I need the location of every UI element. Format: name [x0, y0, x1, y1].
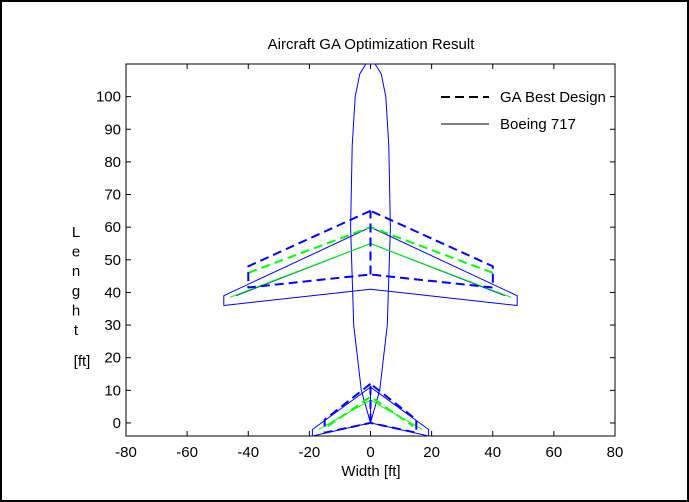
y-tick-label: 80 — [104, 154, 121, 171]
legend-label: Boeing 717 — [500, 116, 576, 133]
x-tick-label: -80 — [115, 444, 137, 461]
x-tick-label: 0 — [366, 444, 374, 461]
x-tick-label: -40 — [237, 444, 259, 461]
y-axis-ticks: 0 10 20 30 40 50 60 70 80 90 100 — [96, 89, 615, 432]
y-tick-label: 40 — [104, 284, 121, 301]
chart-title: Aircraft GA Optimization Result — [268, 36, 476, 53]
y-label-char: t — [74, 322, 79, 339]
y-tick-label: 100 — [96, 89, 121, 106]
y-label-char: L — [72, 224, 80, 241]
x-tick-label: -20 — [299, 444, 321, 461]
y-tick-label: 0 — [113, 415, 121, 432]
y-label-char: g — [72, 283, 80, 300]
x-tick-label: -60 — [176, 444, 198, 461]
legend-label: GA Best Design — [500, 89, 606, 106]
plot-area — [223, 63, 518, 437]
y-tick-label: 10 — [104, 382, 121, 399]
series-line-tail-ga-sweep — [327, 395, 414, 428]
y-label-char: n — [72, 263, 80, 280]
x-tick-label: 20 — [423, 444, 440, 461]
y-tick-label: 70 — [104, 187, 121, 204]
y-tick-label: 90 — [104, 121, 121, 138]
y-label-units: [ft] — [74, 353, 91, 370]
series-line-ga-wing — [247, 209, 494, 289]
series-line-wing-outline — [223, 226, 518, 306]
x-axis-label: Width [ft] — [341, 463, 400, 480]
y-label-char: h — [72, 302, 80, 319]
legend: GA Best Design Boeing 717 — [441, 89, 606, 133]
x-tick-label: 40 — [484, 444, 501, 461]
x-tick-label: 80 — [607, 444, 624, 461]
y-tick-label: 60 — [104, 219, 121, 236]
x-tick-label: 60 — [546, 444, 563, 461]
x-axis-ticks: -80 -60 -40 -20 0 20 40 60 80 — [115, 64, 623, 461]
y-label-char: e — [72, 244, 80, 261]
y-tick-label: 50 — [104, 252, 121, 269]
y-tick-label: 20 — [104, 350, 121, 367]
series-line-wing-mid-right — [370, 243, 512, 298]
y-tick-label: 30 — [104, 317, 121, 334]
series-line-tail-mid-right — [370, 399, 423, 430]
series-line-wing-mid-left — [229, 243, 371, 298]
